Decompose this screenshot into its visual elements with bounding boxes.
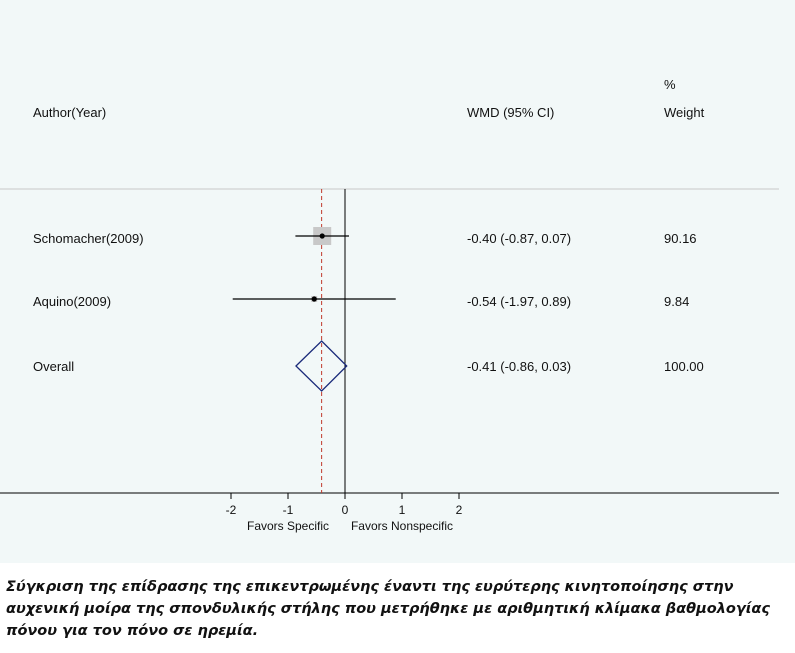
study-point bbox=[311, 296, 317, 302]
header-weight-percent: % bbox=[664, 77, 676, 92]
x-tick-label: -2 bbox=[226, 503, 237, 517]
overall-diamond bbox=[295, 340, 348, 392]
x-tick-label: 0 bbox=[342, 503, 349, 517]
x-label-left: Favors Specific bbox=[247, 519, 329, 533]
header-weight: Weight bbox=[664, 105, 705, 120]
study-point bbox=[319, 233, 325, 239]
x-tick-label: 2 bbox=[456, 503, 463, 517]
overall-ci-text: -0.41 (-0.86, 0.03) bbox=[467, 359, 572, 374]
study-label: Aquino(2009) bbox=[33, 294, 112, 309]
header-study: Author(Year) bbox=[33, 105, 107, 120]
study-label: Schomacher(2009) bbox=[33, 231, 144, 246]
study-ci-text: -0.54 (-1.97, 0.89) bbox=[467, 294, 572, 309]
plot-panel: -2 -1 0 1 2 Favors Specific Favors Nonspecific… bbox=[0, 0, 795, 563]
overall-label: Overall bbox=[33, 359, 75, 374]
x-label-right: Favors Nonspecific bbox=[351, 519, 453, 533]
x-tick-label: 1 bbox=[399, 503, 406, 517]
study-ci-text: -0.40 (-0.87, 0.07) bbox=[467, 231, 572, 246]
study-weight: 90.16 bbox=[664, 231, 697, 246]
figure-caption: Σύγκριση της επίδρασης της επικεντρωμένη… bbox=[6, 579, 770, 639]
header-effect: WMD (95% CI) bbox=[467, 105, 555, 120]
forest-plot: -2 -1 0 1 2 Favors Specific Favors Nonspecific bbox=[0, 188, 779, 533]
study-weight: 9.84 bbox=[664, 294, 690, 309]
overall-weight: 100.00 bbox=[664, 359, 704, 374]
x-tick-label: -1 bbox=[283, 503, 294, 517]
